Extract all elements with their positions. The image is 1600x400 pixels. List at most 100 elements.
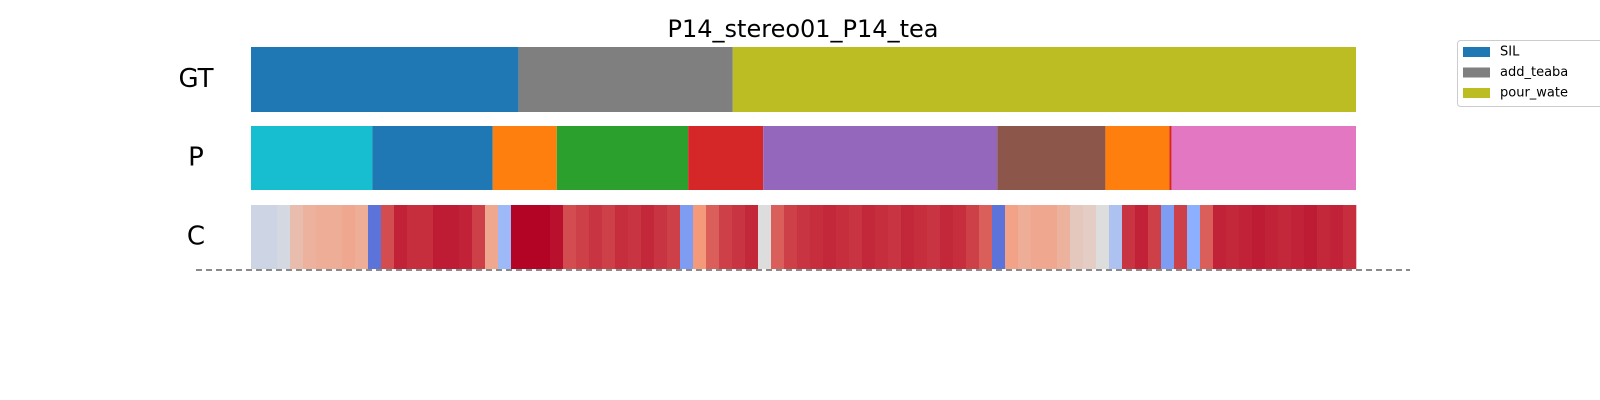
confidence-cell	[381, 205, 395, 269]
legend-swatch	[1463, 88, 1490, 98]
confidence-cell	[797, 205, 811, 269]
segment	[997, 126, 1106, 190]
confidence-cell	[1343, 205, 1357, 269]
confidence-cell	[524, 205, 538, 269]
confidence-cell	[1330, 205, 1344, 269]
confidence-cell	[732, 205, 746, 269]
legend-swatch	[1463, 67, 1490, 78]
segment	[251, 126, 373, 190]
confidence-cell	[290, 205, 304, 269]
confidence-cell	[277, 205, 291, 269]
segment	[1105, 126, 1170, 190]
segment	[688, 126, 764, 190]
confidence-cell	[849, 205, 863, 269]
confidence-cell	[628, 205, 642, 269]
confidence-cell	[914, 205, 928, 269]
confidence-cell	[576, 205, 590, 269]
confidence-cell	[719, 205, 733, 269]
confidence-cell	[745, 205, 759, 269]
confidence-cell	[680, 205, 694, 269]
confidence-cell	[1187, 205, 1201, 269]
confidence-cell	[1031, 205, 1045, 269]
legend-swatch	[1463, 47, 1490, 57]
confidence-cell	[1044, 205, 1058, 269]
row-label: P	[188, 143, 204, 173]
legend-label: add_teaba	[1500, 65, 1568, 80]
confidence-cell	[355, 205, 369, 269]
confidence-cell	[940, 205, 954, 269]
segment	[492, 126, 557, 190]
confidence-cell	[1018, 205, 1032, 269]
confidence-cell	[498, 205, 512, 269]
legend-label: pour_wate	[1500, 86, 1568, 101]
confidence-cell	[953, 205, 967, 269]
confidence-cell	[1135, 205, 1149, 269]
confidence-cell	[433, 205, 447, 269]
confidence-cell	[1161, 205, 1175, 269]
confidence-cell	[342, 205, 356, 269]
segment	[1169, 126, 1172, 190]
confidence-cell	[966, 205, 980, 269]
confidence-cell	[1096, 205, 1110, 269]
confidence-cell	[1265, 205, 1279, 269]
confidence-cell	[927, 205, 941, 269]
confidence-cell	[1148, 205, 1162, 269]
confidence-cell	[784, 205, 798, 269]
confidence-cell	[1005, 205, 1019, 269]
confidence-cell	[875, 205, 889, 269]
confidence-cell	[901, 205, 915, 269]
confidence-cell	[446, 205, 460, 269]
confidence-cell	[394, 205, 408, 269]
confidence-cell	[1239, 205, 1253, 269]
segment	[251, 47, 519, 112]
confidence-cell	[992, 205, 1006, 269]
confidence-cell	[329, 205, 343, 269]
confidence-cell	[1122, 205, 1136, 269]
confidence-cell	[316, 205, 330, 269]
confidence-cell	[810, 205, 824, 269]
confidence-cell	[251, 205, 265, 269]
confidence-cell	[667, 205, 681, 269]
confidence-cell	[615, 205, 629, 269]
confidence-cell	[758, 205, 772, 269]
confidence-cell	[888, 205, 902, 269]
confidence-cell	[511, 205, 525, 269]
confidence-cell	[706, 205, 720, 269]
chart-title: P14_stereo01_P14_tea	[668, 15, 939, 43]
confidence-cell	[693, 205, 707, 269]
confidence-cell	[537, 205, 551, 269]
segment	[732, 47, 1356, 112]
confidence-cell	[654, 205, 668, 269]
confidence-cell	[1317, 205, 1331, 269]
confidence-cell	[1200, 205, 1214, 269]
confidence-cell	[589, 205, 603, 269]
confidence-cell	[771, 205, 785, 269]
confidence-cell	[1226, 205, 1240, 269]
confidence-cell	[641, 205, 655, 269]
confidence-cell	[1213, 205, 1227, 269]
row-label: GT	[178, 64, 213, 94]
segment	[556, 126, 689, 190]
confidence-cell	[368, 205, 382, 269]
confidence-cell	[472, 205, 486, 269]
segment	[372, 126, 493, 190]
segment	[1171, 126, 1356, 190]
confidence-cell	[420, 205, 434, 269]
confidence-cell	[1070, 205, 1084, 269]
confidence-cell	[1083, 205, 1097, 269]
confidence-cell	[303, 205, 317, 269]
confidence-cell	[1278, 205, 1292, 269]
segment	[763, 126, 998, 190]
segment	[518, 47, 733, 112]
row-label: C	[187, 222, 205, 252]
confidence-cell	[1304, 205, 1318, 269]
confidence-cell	[485, 205, 499, 269]
confidence-cell	[979, 205, 993, 269]
confidence-cell	[1057, 205, 1071, 269]
confidence-cell	[1174, 205, 1188, 269]
legend-label: SIL	[1500, 45, 1520, 60]
confidence-cell	[823, 205, 837, 269]
legend-box	[1457, 40, 1600, 107]
